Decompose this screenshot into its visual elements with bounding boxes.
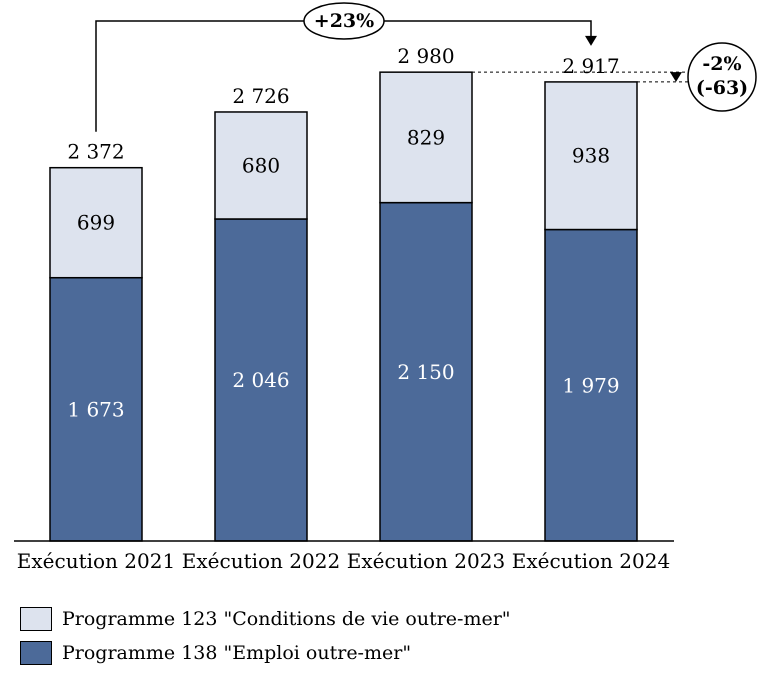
total-label: 2 917	[562, 54, 619, 78]
legend-label-programme-123: Programme 123 "Conditions de vie outre-m…	[62, 608, 511, 630]
total-label: 2 372	[67, 140, 124, 164]
variation-percent-label: -2%	[702, 53, 741, 75]
bar-programme-123	[214, 111, 308, 220]
data-label-programme-138: 2 046	[232, 368, 289, 392]
variation-badge	[687, 42, 757, 112]
stacked-bar-chart: 1 673 699 2 372 Exécution 2021 2 046 680 2 726…	[14, 2, 757, 573]
x-tick-label: Exécution 2021	[17, 549, 175, 573]
total-label: 2 980	[397, 44, 454, 68]
legend: Programme 123 "Conditions de vie outre-m…	[20, 604, 511, 672]
growth-label: +23%	[314, 10, 374, 32]
bar-programme-123	[544, 81, 638, 231]
bar-programme-138	[379, 201, 473, 542]
growth-badge	[303, 2, 385, 40]
data-label-programme-138: 1 673	[67, 397, 124, 421]
legend-swatch-programme-123	[20, 607, 52, 631]
legend-label-programme-138: Programme 138 "Emploi outre-mer"	[62, 642, 412, 664]
data-label-programme-138: 1 979	[562, 373, 619, 397]
x-tick-label: Exécution 2023	[347, 549, 505, 573]
bar-programme-123	[379, 71, 473, 204]
variation-amount-label: (-63)	[696, 77, 748, 99]
data-label-programme-123: 680	[242, 153, 280, 177]
data-label-programme-123: 938	[572, 144, 610, 168]
data-label-programme-138: 2 150	[397, 360, 454, 384]
data-label-programme-123: 699	[77, 211, 115, 235]
legend-item-programme-123: Programme 123 "Conditions de vie outre-m…	[20, 604, 511, 634]
variation-arrowhead	[670, 72, 682, 82]
bar-programme-123	[49, 166, 143, 279]
x-tick-label: Exécution 2022	[182, 549, 340, 573]
legend-swatch-programme-138	[20, 641, 52, 665]
x-tick-label: Exécution 2024	[512, 549, 670, 573]
growth-bracket-arrowhead	[585, 35, 597, 46]
total-label: 2 726	[232, 84, 289, 108]
data-label-programme-123: 829	[407, 125, 445, 149]
bar-programme-138	[49, 276, 143, 542]
legend-item-programme-138: Programme 138 "Emploi outre-mer"	[20, 638, 511, 668]
